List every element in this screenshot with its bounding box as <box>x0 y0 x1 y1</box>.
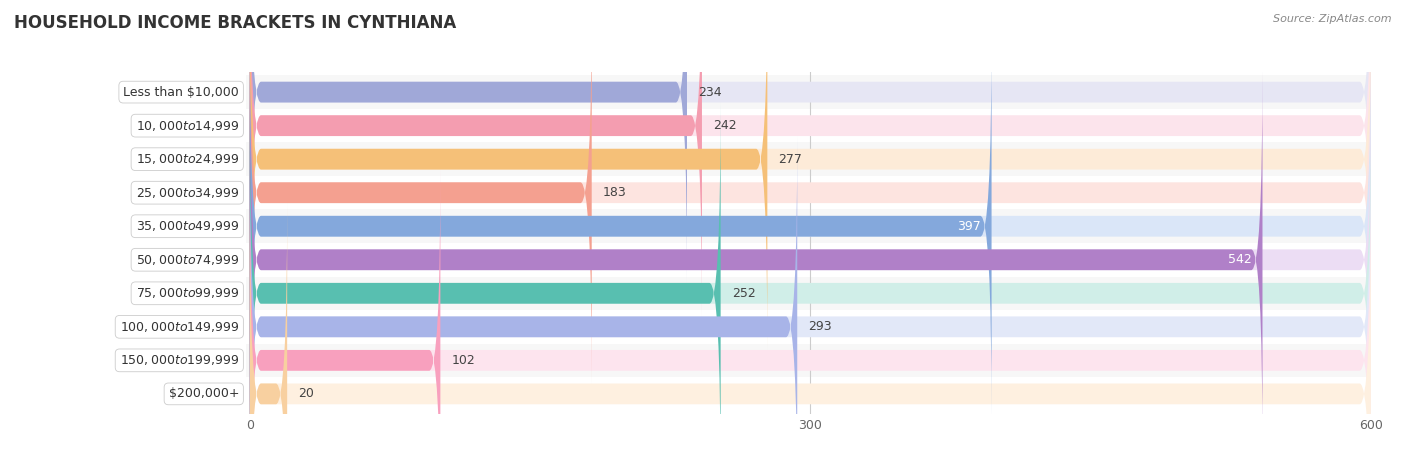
Bar <box>240 176 1381 209</box>
FancyBboxPatch shape <box>250 170 440 450</box>
Bar <box>240 109 1381 142</box>
FancyBboxPatch shape <box>250 170 1371 450</box>
FancyBboxPatch shape <box>250 0 688 283</box>
Text: $35,000 to $49,999: $35,000 to $49,999 <box>135 219 239 233</box>
Text: 102: 102 <box>451 354 475 367</box>
FancyBboxPatch shape <box>250 103 721 450</box>
Text: 397: 397 <box>956 220 980 233</box>
Text: $25,000 to $34,999: $25,000 to $34,999 <box>135 186 239 200</box>
FancyBboxPatch shape <box>250 136 1371 450</box>
Text: 277: 277 <box>779 153 803 166</box>
Text: $75,000 to $99,999: $75,000 to $99,999 <box>135 286 239 300</box>
FancyBboxPatch shape <box>250 0 1371 316</box>
Text: $10,000 to $14,999: $10,000 to $14,999 <box>135 119 239 133</box>
FancyBboxPatch shape <box>250 203 1371 450</box>
Text: 234: 234 <box>699 86 721 99</box>
FancyBboxPatch shape <box>250 2 592 383</box>
FancyBboxPatch shape <box>250 69 1371 450</box>
Bar <box>240 243 1381 277</box>
Text: $50,000 to $74,999: $50,000 to $74,999 <box>135 253 239 267</box>
Text: $200,000+: $200,000+ <box>169 387 239 400</box>
FancyBboxPatch shape <box>250 203 287 450</box>
Text: 242: 242 <box>713 119 737 132</box>
Bar <box>240 277 1381 310</box>
Text: $150,000 to $199,999: $150,000 to $199,999 <box>120 353 239 367</box>
FancyBboxPatch shape <box>250 0 702 316</box>
FancyBboxPatch shape <box>250 2 1371 383</box>
FancyBboxPatch shape <box>250 69 1263 450</box>
Bar <box>240 209 1381 243</box>
Text: HOUSEHOLD INCOME BRACKETS IN CYNTHIANA: HOUSEHOLD INCOME BRACKETS IN CYNTHIANA <box>14 14 457 32</box>
Text: 183: 183 <box>603 186 627 199</box>
Bar <box>240 142 1381 176</box>
Bar <box>240 75 1381 109</box>
Bar <box>240 344 1381 377</box>
FancyBboxPatch shape <box>250 36 991 417</box>
Text: Less than $10,000: Less than $10,000 <box>124 86 239 99</box>
Text: 20: 20 <box>298 387 315 400</box>
FancyBboxPatch shape <box>250 0 1371 283</box>
Text: Source: ZipAtlas.com: Source: ZipAtlas.com <box>1274 14 1392 23</box>
Bar <box>240 377 1381 411</box>
FancyBboxPatch shape <box>250 36 1371 417</box>
FancyBboxPatch shape <box>250 0 768 350</box>
FancyBboxPatch shape <box>250 0 1371 350</box>
FancyBboxPatch shape <box>250 103 1371 450</box>
Text: 252: 252 <box>733 287 755 300</box>
Text: 293: 293 <box>808 320 832 333</box>
Bar <box>240 310 1381 344</box>
Text: $15,000 to $24,999: $15,000 to $24,999 <box>135 152 239 166</box>
Text: 542: 542 <box>1227 253 1251 266</box>
FancyBboxPatch shape <box>250 136 797 450</box>
Text: $100,000 to $149,999: $100,000 to $149,999 <box>120 320 239 334</box>
